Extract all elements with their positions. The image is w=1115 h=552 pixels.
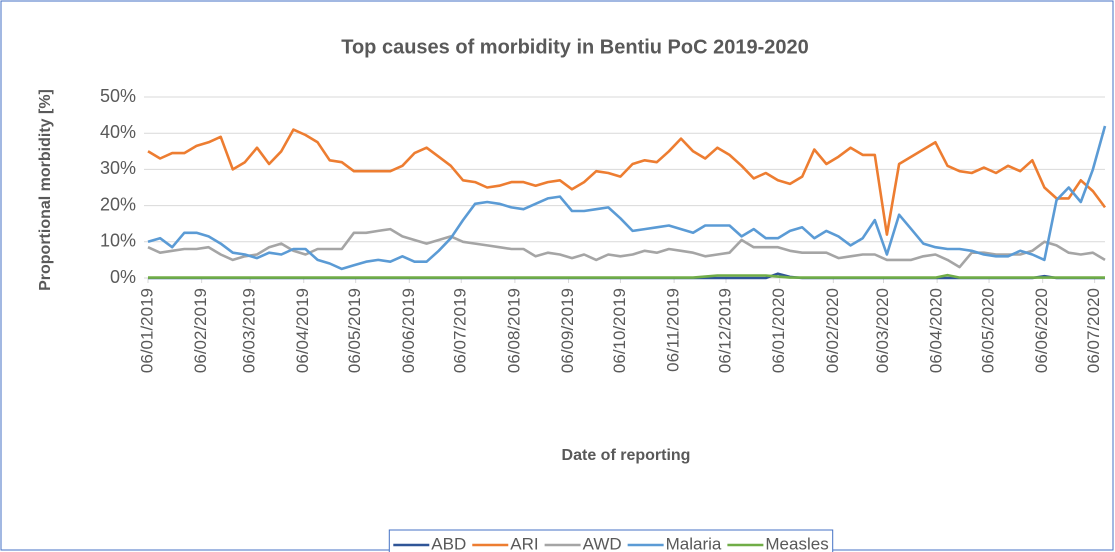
y-tick-label: 40% [100,122,136,142]
series-line [147,128,1107,236]
x-tick-label: 06/09/2019 [558,288,577,373]
chart-title: Top causes of morbidity in Bentiu PoC 20… [341,36,809,58]
series-line [148,273,1105,279]
x-tick-label: 06/01/2019 [137,288,156,373]
x-tick-label: 06/05/2019 [345,288,364,373]
legend: ABD ARI AWD Malaria Measles [393,534,829,552]
x-tick-label: 06/04/2020 [927,288,946,373]
legend-label: Malaria [666,534,722,552]
y-tick-label: 50% [100,86,136,106]
series-line [147,125,1107,271]
x-tick-label: 06/12/2019 [715,288,734,373]
x-tick-label: 06/10/2019 [610,288,629,373]
y-tick-label: 10% [100,231,136,251]
x-tick-label: 06/01/2020 [769,288,788,373]
x-tick-label: 06/03/2019 [240,288,259,373]
x-tick-label: 06/02/2020 [823,288,842,373]
y-tick-label: 20% [100,194,136,214]
y-axis-label: Proportional morbidity [%] [37,89,54,291]
y-tick-label: 30% [100,158,136,178]
y-tick-label: 0% [110,267,136,287]
x-tick-label: 06/04/2019 [293,288,312,373]
x-tick-label: 06/05/2020 [979,288,998,373]
x-tick-label: 06/11/2019 [664,288,683,372]
x-tick-label: 06/07/2020 [1084,288,1103,373]
legend-label: ARI [510,534,538,552]
series-line [147,227,1106,269]
x-tick-label: 06/03/2020 [873,288,892,373]
x-tick-label: 06/08/2019 [504,288,523,373]
x-tick-label: 06/02/2019 [191,288,210,373]
legend-box [388,529,834,552]
x-axis-label: Date of reporting [562,447,691,464]
x-tick-label: 06/06/2020 [1032,288,1051,373]
legend-label: Measles [765,534,828,552]
x-tick-label: 06/07/2019 [451,288,470,373]
x-tick-label: 06/06/2019 [399,288,418,373]
legend-label: ABD [431,534,466,552]
legend-label: AWD [583,534,622,552]
